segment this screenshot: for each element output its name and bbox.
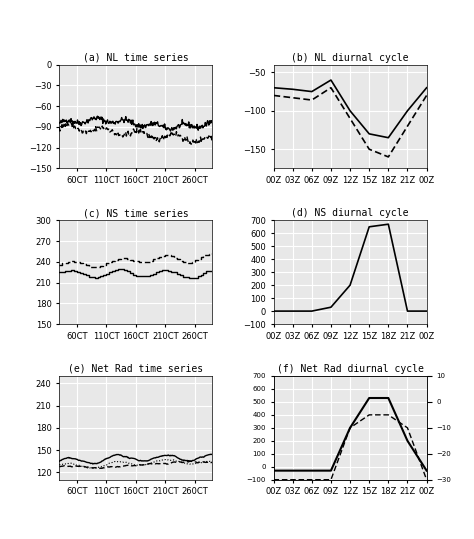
Title: (d) NS diurnal cycle: (d) NS diurnal cycle (292, 208, 409, 218)
Title: (b) NL diurnal cycle: (b) NL diurnal cycle (292, 52, 409, 63)
Title: (a) NL time series: (a) NL time series (83, 52, 189, 63)
Title: (e) Net Rad time series: (e) Net Rad time series (68, 364, 203, 374)
Title: (f) Net Rad diurnal cycle: (f) Net Rad diurnal cycle (277, 364, 423, 374)
Title: (c) NS time series: (c) NS time series (83, 208, 189, 218)
